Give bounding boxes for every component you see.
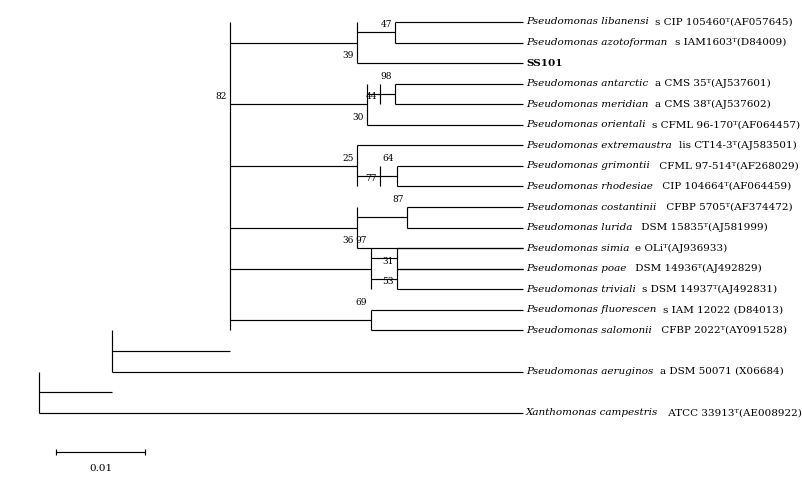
Text: Pseudomonas costantinii: Pseudomonas costantinii bbox=[525, 203, 656, 211]
Text: Pseudomonas triviali: Pseudomonas triviali bbox=[525, 285, 635, 294]
Text: 82: 82 bbox=[215, 92, 226, 101]
Text: Pseudomonas libanensi: Pseudomonas libanensi bbox=[525, 17, 648, 26]
Text: CFML 97-514ᵀ(AF268029): CFML 97-514ᵀ(AF268029) bbox=[655, 161, 798, 171]
Text: CIP 104664ᵀ(AF064459): CIP 104664ᵀ(AF064459) bbox=[658, 182, 791, 191]
Text: Pseudomonas fluorescen: Pseudomonas fluorescen bbox=[525, 305, 656, 314]
Text: ATCC 33913ᵀ(AE008922): ATCC 33913ᵀ(AE008922) bbox=[664, 408, 801, 417]
Text: Pseudomonas meridian: Pseudomonas meridian bbox=[525, 100, 648, 109]
Text: 64: 64 bbox=[382, 154, 393, 163]
Text: Pseudomonas azotoforman: Pseudomonas azotoforman bbox=[525, 38, 666, 47]
Text: 69: 69 bbox=[355, 298, 367, 307]
Text: DSM 14936ᵀ(AJ492829): DSM 14936ᵀ(AJ492829) bbox=[631, 264, 760, 273]
Text: s DSM 14937ᵀ(AJ492831): s DSM 14937ᵀ(AJ492831) bbox=[641, 285, 776, 294]
Text: Pseudomonas poae: Pseudomonas poae bbox=[525, 264, 626, 273]
Text: 87: 87 bbox=[391, 195, 403, 204]
Text: Pseudomonas antarctic: Pseudomonas antarctic bbox=[525, 79, 647, 88]
Text: Pseudomonas rhodesiae: Pseudomonas rhodesiae bbox=[525, 182, 652, 191]
Text: 25: 25 bbox=[342, 154, 354, 163]
Text: a CMS 35ᵀ(AJ537601): a CMS 35ᵀ(AJ537601) bbox=[654, 79, 769, 88]
Text: s CIP 105460ᵀ(AF057645): s CIP 105460ᵀ(AF057645) bbox=[654, 17, 792, 26]
Text: 0.01: 0.01 bbox=[89, 464, 112, 473]
Text: s CFML 96-170ᵀ(AF064457): s CFML 96-170ᵀ(AF064457) bbox=[651, 120, 799, 129]
Text: Pseudomonas lurida: Pseudomonas lurida bbox=[525, 223, 632, 232]
Text: 97: 97 bbox=[355, 236, 367, 245]
Text: Pseudomonas aeruginos: Pseudomonas aeruginos bbox=[525, 367, 653, 376]
Text: a CMS 38ᵀ(AJ537602): a CMS 38ᵀ(AJ537602) bbox=[654, 100, 769, 109]
Text: CFBP 2022ᵀ(AY091528): CFBP 2022ᵀ(AY091528) bbox=[658, 326, 787, 335]
Text: Pseudomonas salomonii: Pseudomonas salomonii bbox=[525, 326, 651, 335]
Text: 53: 53 bbox=[382, 277, 393, 286]
Text: 98: 98 bbox=[380, 71, 391, 81]
Text: a DSM 50071 (X06684): a DSM 50071 (X06684) bbox=[659, 367, 783, 376]
Text: Pseudomonas grimontii: Pseudomonas grimontii bbox=[525, 161, 649, 171]
Text: s IAM1603ᵀ(D84009): s IAM1603ᵀ(D84009) bbox=[674, 38, 785, 47]
Text: Xanthomonas campestris: Xanthomonas campestris bbox=[525, 408, 658, 417]
Text: 77: 77 bbox=[365, 174, 377, 183]
Text: Pseudomonas simia: Pseudomonas simia bbox=[525, 243, 629, 253]
Text: CFBP 5705ᵀ(AF374472): CFBP 5705ᵀ(AF374472) bbox=[662, 203, 792, 211]
Text: 31: 31 bbox=[382, 257, 393, 266]
Text: Pseudomonas extremaustra: Pseudomonas extremaustra bbox=[525, 141, 671, 150]
Text: 36: 36 bbox=[342, 236, 354, 245]
Text: 30: 30 bbox=[352, 113, 363, 122]
Text: s IAM 12022 (D84013): s IAM 12022 (D84013) bbox=[662, 305, 782, 314]
Text: Pseudomonas orientali: Pseudomonas orientali bbox=[525, 120, 645, 129]
Text: 44: 44 bbox=[365, 92, 377, 101]
Text: DSM 15835ᵀ(AJ581999): DSM 15835ᵀ(AJ581999) bbox=[637, 223, 767, 232]
Text: 47: 47 bbox=[380, 20, 391, 29]
Text: SS101: SS101 bbox=[525, 59, 562, 68]
Text: e OLiᵀ(AJ936933): e OLiᵀ(AJ936933) bbox=[634, 243, 726, 253]
Text: 39: 39 bbox=[342, 51, 354, 60]
Text: lis CT14-3ᵀ(AJ583501): lis CT14-3ᵀ(AJ583501) bbox=[678, 141, 796, 150]
